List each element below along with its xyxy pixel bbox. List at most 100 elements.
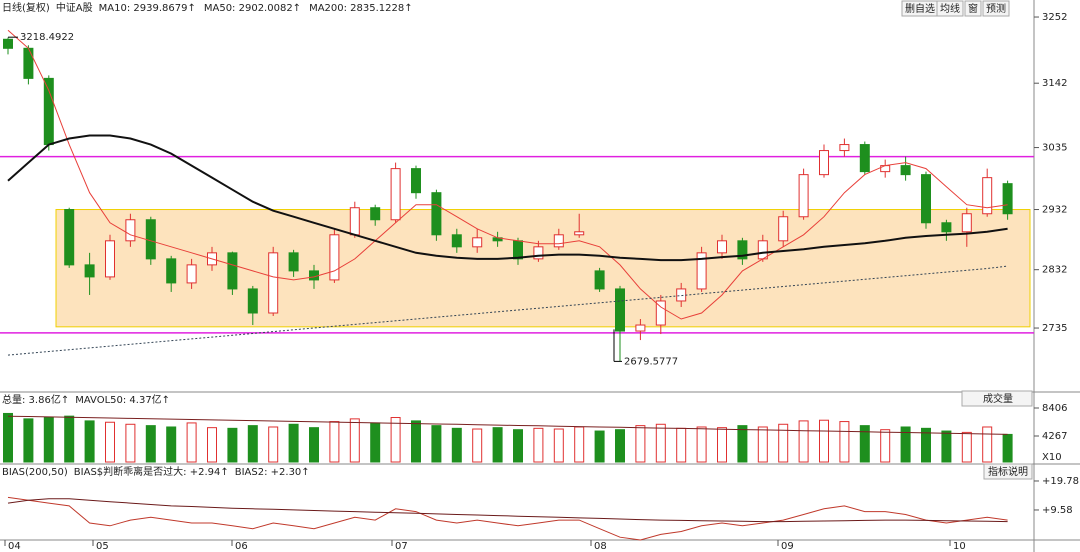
volume-bar — [819, 419, 829, 463]
toolbar-button[interactable] — [982, 0, 1010, 17]
candle-body — [859, 144, 870, 173]
y-tick-label: +19.78 — [1042, 476, 1079, 487]
legend-entry: MA50: 2902.0082↑ — [204, 3, 301, 14]
candle-body — [574, 231, 585, 236]
toolbar-label[interactable]: 删自选 — [905, 2, 935, 15]
volume-bar — [574, 426, 585, 463]
help-button[interactable] — [983, 463, 1033, 480]
volume-bar — [921, 427, 931, 463]
candle-body — [431, 192, 442, 236]
y-tick-label: 2932 — [1042, 205, 1067, 216]
volume-bar — [635, 425, 646, 463]
volume-bar — [533, 427, 544, 463]
volume-bar — [227, 427, 238, 463]
y-tick-label: 2832 — [1042, 265, 1067, 276]
candle-body — [819, 150, 829, 176]
candle-body — [655, 300, 666, 326]
volume-bar — [451, 427, 462, 463]
mavol-line — [7, 415, 1008, 435]
toolbar-label[interactable]: 均线 — [940, 2, 960, 15]
volume-bar — [431, 425, 442, 463]
candle-body — [411, 168, 421, 194]
volume-bar — [411, 420, 421, 463]
candle-body — [186, 264, 197, 284]
chart-header: 中证A股 — [56, 1, 93, 14]
volume-bar — [288, 423, 299, 463]
candle-body — [268, 252, 279, 314]
volume-bar — [84, 420, 95, 463]
volume-bar — [23, 418, 34, 463]
volume-bar — [125, 423, 136, 463]
volume-bar — [676, 427, 687, 463]
volume-bar — [64, 415, 75, 463]
ma-line — [7, 134, 1008, 262]
volume-bar — [207, 427, 217, 463]
panel-header: 总量: 3.86亿↑ — [2, 393, 69, 406]
bias-line — [7, 498, 1008, 523]
candle-body — [349, 207, 360, 236]
candle-body — [84, 264, 95, 278]
candle-body — [472, 237, 483, 248]
candle-body — [390, 168, 401, 221]
candle-body — [615, 288, 625, 332]
volume-bar — [472, 428, 483, 463]
candle-body — [125, 219, 136, 242]
candle-body — [309, 270, 319, 281]
volume-bar — [594, 430, 605, 463]
candle-body — [329, 234, 340, 281]
volume-bar — [186, 422, 197, 463]
candle-body — [921, 174, 931, 224]
low-label: 2679.5777 — [624, 356, 678, 367]
volume-bar — [798, 420, 809, 463]
indicator-select[interactable] — [961, 390, 1033, 407]
candle-body — [1002, 183, 1013, 215]
toolbar-button[interactable] — [964, 0, 982, 17]
volume-bar — [145, 425, 156, 463]
panel-header: MAVOL50: 4.37亿↑ — [75, 393, 170, 406]
candle-body — [43, 77, 54, 146]
candle-body — [370, 207, 381, 221]
volume-bar — [492, 427, 503, 463]
candle-body — [594, 270, 605, 290]
legend-entry: MA10: 2939.8679↑ — [99, 3, 196, 14]
help-label[interactable]: 指标说明 — [988, 465, 1028, 478]
candle-body — [757, 240, 768, 260]
x-tick-label: 06 — [235, 541, 248, 552]
volume-bar — [982, 426, 993, 463]
ma-line — [7, 29, 1008, 320]
y-tick-label: 2735 — [1042, 323, 1067, 334]
volume-bar — [778, 423, 789, 463]
candle-body — [513, 240, 523, 260]
candle-body — [961, 213, 972, 233]
candle-body — [23, 47, 34, 79]
candle-body — [288, 252, 299, 272]
toolbar-label[interactable]: 窗 — [968, 2, 978, 15]
candle-body — [166, 258, 177, 284]
candle-body — [900, 165, 911, 176]
candle-body — [982, 177, 993, 215]
candle-body — [553, 234, 564, 248]
panel-header: BIAS2: +2.30↑ — [235, 467, 310, 478]
volume-bar — [717, 427, 727, 463]
volume-bar — [961, 431, 972, 463]
toolbar-label[interactable]: 预测 — [986, 2, 1006, 15]
volume-bar — [268, 426, 279, 463]
x-tick-label: 05 — [96, 541, 109, 552]
indicator-select-label[interactable]: 成交量 — [983, 392, 1013, 405]
volume-bar — [309, 427, 319, 463]
volume-bar — [329, 421, 340, 463]
y-tick-label: 4267 — [1042, 431, 1067, 442]
volume-bar — [880, 429, 891, 463]
volume-bar — [859, 425, 870, 463]
volume-bar — [349, 418, 360, 463]
x-tick-label: 07 — [395, 541, 408, 552]
volume-bar — [655, 423, 666, 463]
volume-bar — [941, 430, 952, 463]
candle-body — [145, 219, 156, 260]
candle-body — [247, 288, 258, 314]
x-tick-label: 10 — [953, 541, 966, 552]
toolbar-button[interactable] — [936, 0, 964, 17]
y-tick-label: 3252 — [1042, 12, 1067, 23]
volume-bar — [247, 425, 258, 463]
